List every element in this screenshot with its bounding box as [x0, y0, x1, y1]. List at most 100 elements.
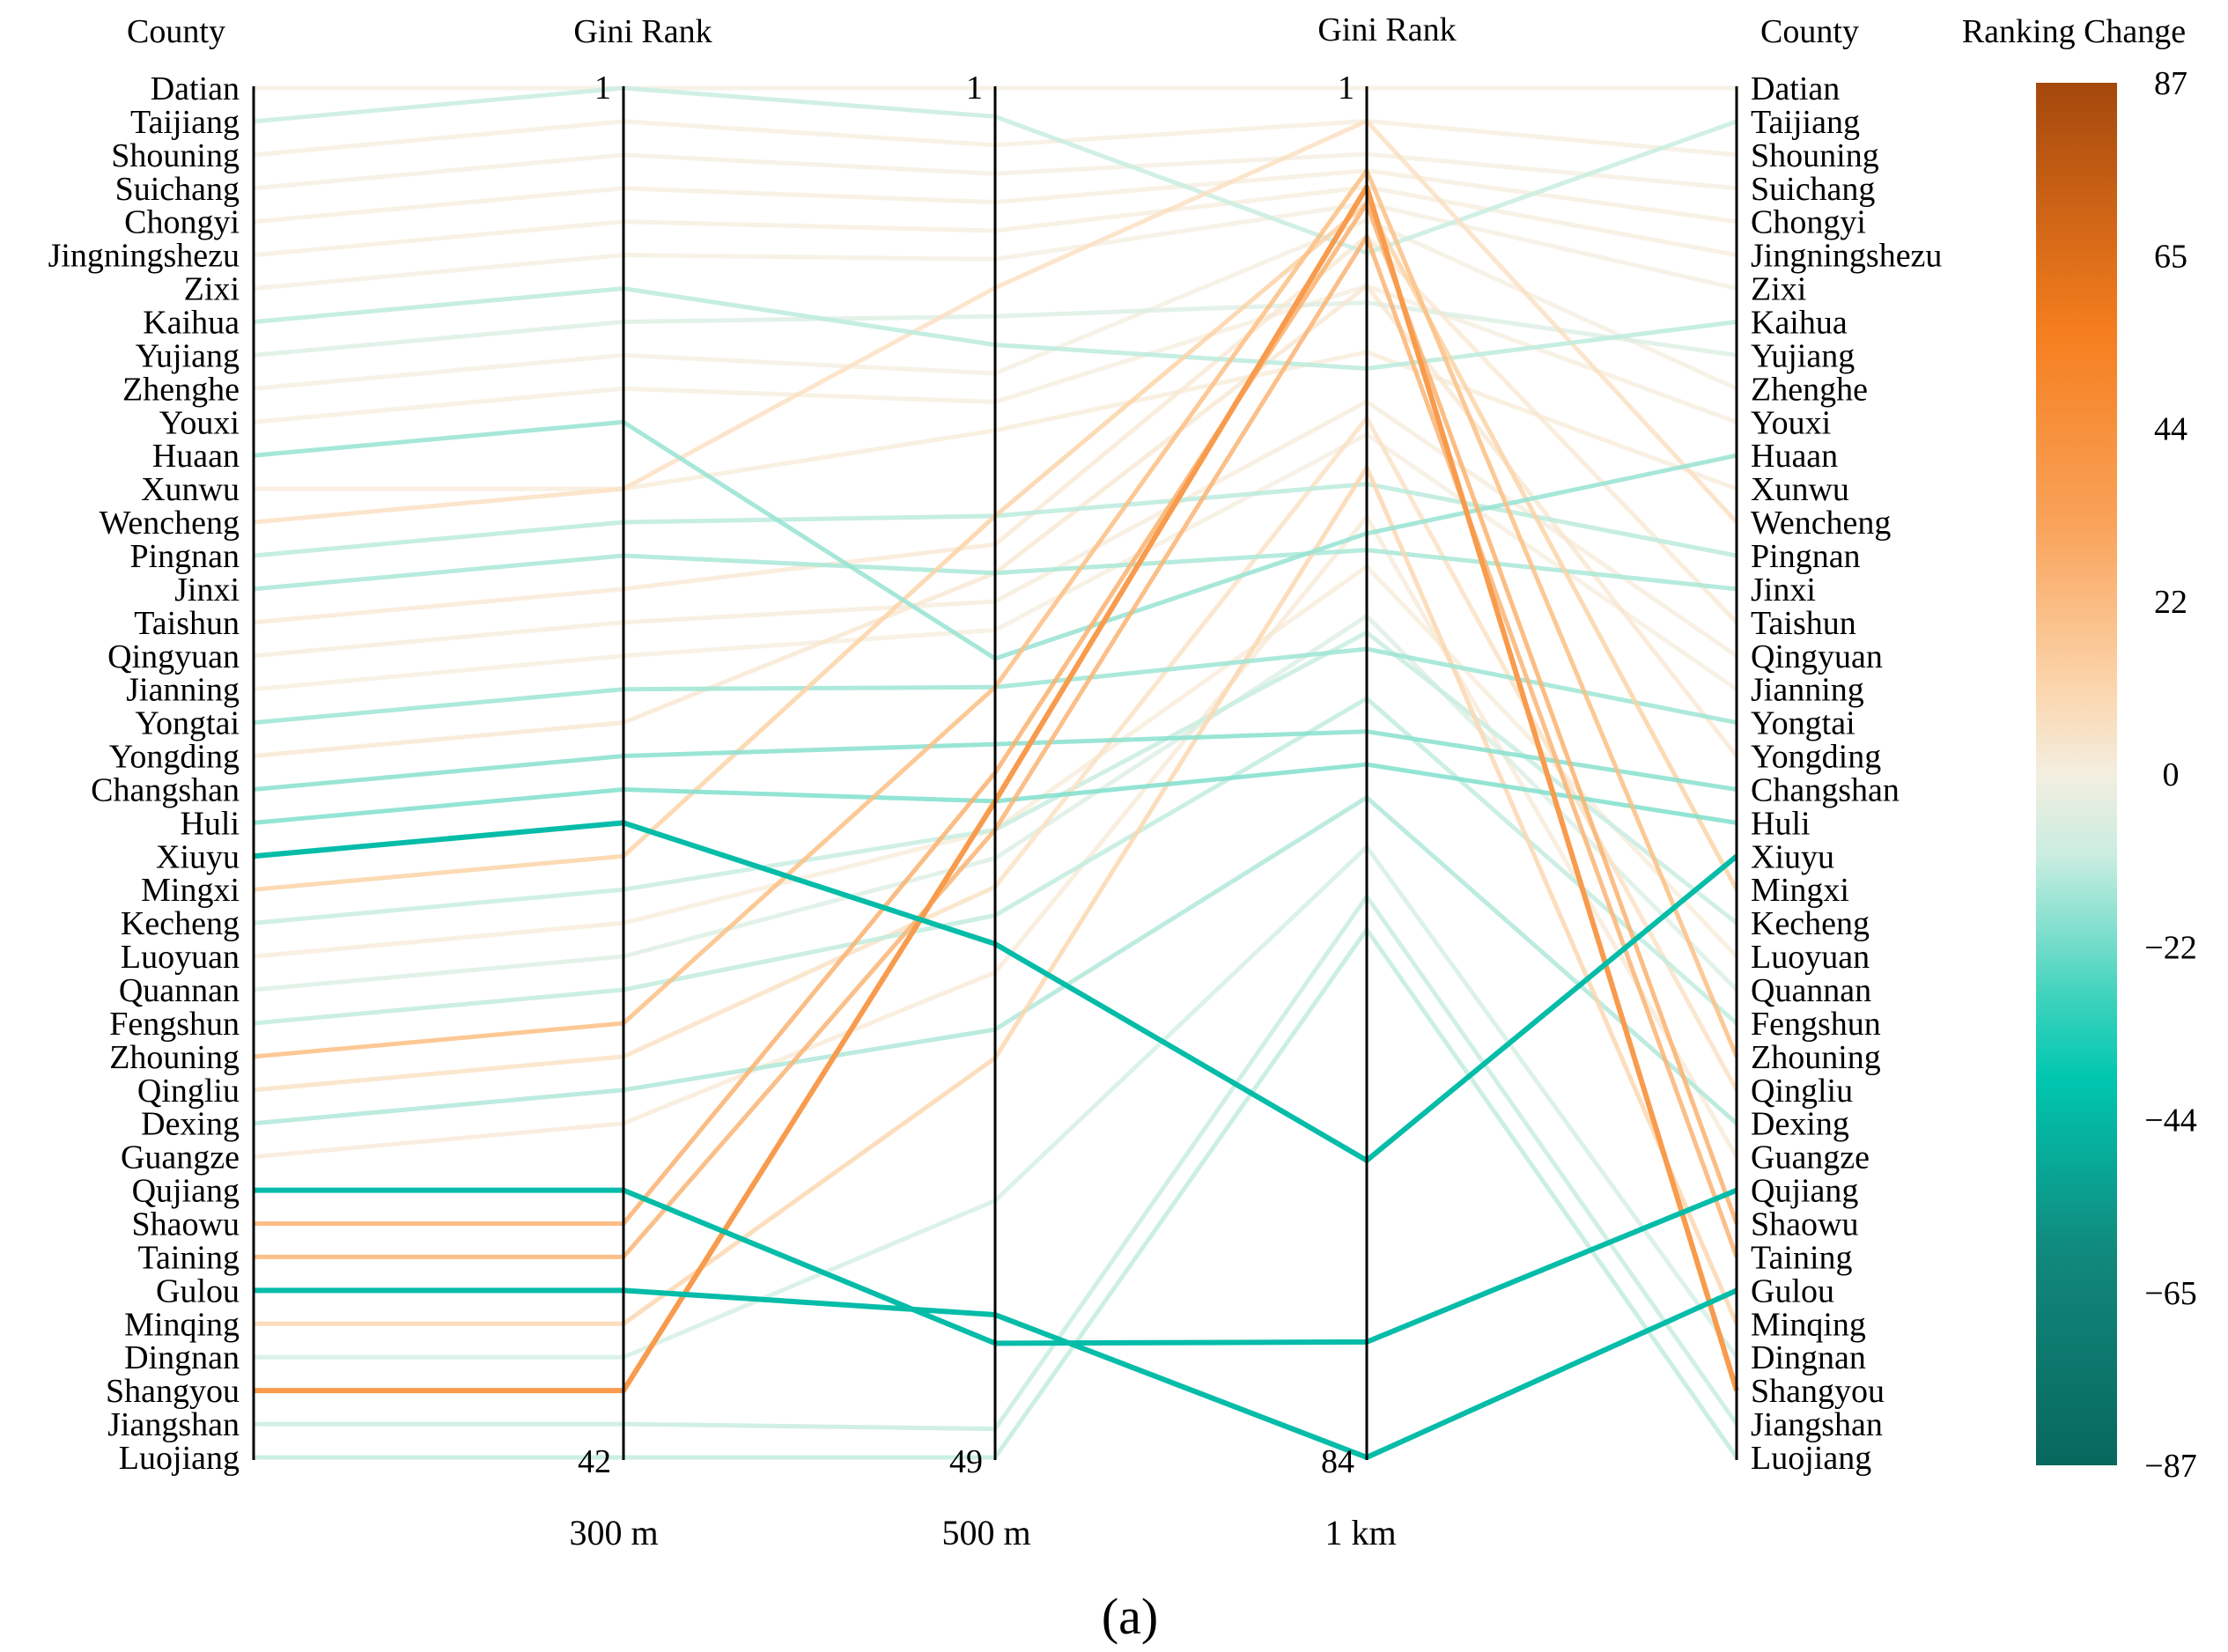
right-county-label: Qingliu: [1751, 1073, 1853, 1110]
header-colorbar: Ranking Change: [1962, 13, 2186, 50]
left-county-label: Luoyuan: [121, 939, 240, 976]
left-county-label: Yongding: [109, 739, 240, 776]
right-county-label: Luoyuan: [1751, 939, 1870, 976]
left-county-label: Yongtai: [135, 705, 240, 742]
left-county-label: Gulou: [156, 1272, 240, 1309]
colorbar-tick-label: −22: [2144, 929, 2196, 966]
left-county-label: Changshan: [91, 771, 240, 808]
colorbar: [2036, 83, 2117, 1465]
left-county-label: Xiuyu: [156, 838, 240, 875]
right-county-label: Kaihua: [1751, 304, 1848, 341]
right-county-label: Quannan: [1751, 972, 1871, 1009]
left-county-label: Shangyou: [106, 1373, 240, 1410]
axis-1km-bottom-label: 84: [1321, 1443, 1354, 1480]
axis-300m-bottom-label: 42: [578, 1443, 611, 1480]
right-county-label: Wencheng: [1751, 505, 1891, 542]
left-county-label: Jianning: [126, 672, 240, 709]
header-left-county: County: [127, 13, 225, 50]
right-county-labels: DatianTaijiangShouningSuichangChongyiJin…: [1751, 70, 1942, 1477]
right-county-label: Huaan: [1751, 438, 1838, 475]
left-county-label: Wencheng: [100, 505, 240, 542]
right-county-label: Taishun: [1751, 605, 1856, 642]
left-county-label: Jinxi: [174, 572, 240, 608]
right-county-label: Jiangshan: [1751, 1406, 1883, 1443]
left-county-label: Guangze: [121, 1139, 240, 1176]
header-gini-rank-2: Gini Rank: [1317, 11, 1456, 48]
left-county-label: Jiangshan: [107, 1406, 240, 1443]
right-county-label: Shouning: [1751, 137, 1879, 174]
left-county-label: Qujiang: [132, 1173, 240, 1210]
left-county-label: Minqing: [124, 1306, 240, 1343]
left-county-label: Quannan: [119, 972, 240, 1009]
axis-300m-top-label: 1: [594, 70, 611, 107]
axis-1km-top-label: 1: [1338, 70, 1354, 107]
axis-500m-title: 500 m: [941, 1513, 1030, 1552]
right-county-label: Yongding: [1751, 739, 1881, 776]
left-county-label: Xunwu: [141, 471, 240, 508]
right-county-label: Chongyi: [1751, 204, 1866, 241]
right-county-label: Jianning: [1751, 672, 1864, 709]
right-county-label: Dexing: [1751, 1106, 1849, 1143]
right-county-label: Xiuyu: [1751, 838, 1834, 875]
header-right-county: County: [1760, 13, 1859, 50]
axis-1km-title: 1 km: [1324, 1513, 1396, 1552]
right-county-label: Xunwu: [1751, 471, 1849, 508]
right-county-label: Changshan: [1751, 771, 1900, 808]
right-county-label: Taijiang: [1751, 104, 1860, 141]
left-county-label: Datian: [151, 70, 240, 107]
left-county-label: Dexing: [141, 1106, 240, 1143]
right-county-label: Datian: [1751, 70, 1840, 107]
colorbar-ticks: 87 65 44 22 0 −22 −44 −65 −87: [2144, 65, 2196, 1485]
right-county-label: Youxi: [1751, 404, 1831, 441]
left-county-label: Qingliu: [137, 1073, 240, 1110]
colorbar-tick-label: 22: [2154, 584, 2187, 621]
axis-500m-bottom-label: 49: [949, 1443, 983, 1480]
left-county-label: Kecheng: [121, 905, 240, 942]
left-county-label: Fengshun: [109, 1006, 240, 1043]
right-county-label: Huli: [1751, 805, 1811, 842]
right-county-label: Suichang: [1751, 171, 1875, 208]
left-county-label: Chongyi: [124, 204, 240, 241]
right-county-label: Jingningshezu: [1751, 238, 1942, 275]
left-county-label: Yujiang: [136, 337, 240, 374]
right-county-label: Mingxi: [1751, 872, 1849, 909]
colorbar-tick-label: −87: [2144, 1448, 2196, 1485]
panel-label: (a): [1102, 1588, 1158, 1645]
right-county-label: Taining: [1751, 1239, 1853, 1276]
colorbar-tick-label: −44: [2144, 1103, 2196, 1139]
colorbar-tick-label: 65: [2154, 238, 2187, 275]
colorbar-tick-label: 87: [2154, 65, 2187, 102]
left-county-label: Pingnan: [129, 538, 240, 575]
right-county-label: Minqing: [1751, 1306, 1866, 1343]
right-county-label: Dingnan: [1751, 1339, 1866, 1376]
left-county-label: Jingningshezu: [48, 238, 240, 275]
right-county-label: Qujiang: [1751, 1173, 1858, 1210]
right-county-label: Gulou: [1751, 1272, 1834, 1309]
left-county-labels: DatianTaijiangShouningSuichangChongyiJin…: [48, 70, 240, 1477]
left-county-label: Huaan: [152, 438, 240, 475]
left-county-label: Shouning: [111, 137, 240, 174]
left-county-label: Taijiang: [130, 104, 240, 141]
left-county-label: Mingxi: [141, 872, 240, 909]
left-county-label: Kaihua: [143, 304, 240, 341]
colorbar-tick-label: −65: [2144, 1275, 2196, 1312]
right-county-label: Jinxi: [1751, 572, 1816, 608]
right-county-label: Shaowu: [1751, 1206, 1858, 1243]
right-county-label: Pingnan: [1751, 538, 1861, 575]
right-county-label: Kecheng: [1751, 905, 1870, 942]
left-county-label: Zixi: [184, 271, 240, 308]
left-county-label: Suichang: [115, 171, 240, 208]
left-county-label: Zhenghe: [122, 371, 240, 408]
left-county-label: Taishun: [134, 605, 240, 642]
left-county-label: Dingnan: [124, 1339, 240, 1376]
left-county-label: Youxi: [159, 404, 240, 441]
colorbar-tick-label: 44: [2154, 411, 2187, 448]
axis-300m-title: 300 m: [569, 1513, 658, 1552]
left-county-label: Taining: [137, 1239, 240, 1276]
colorbar-tick-label: 0: [2163, 756, 2180, 793]
left-county-label: Zhouning: [109, 1039, 240, 1076]
left-county-label: Qingyuan: [107, 638, 240, 675]
right-county-label: Yongtai: [1751, 705, 1855, 742]
right-county-label: Qingyuan: [1751, 638, 1883, 675]
